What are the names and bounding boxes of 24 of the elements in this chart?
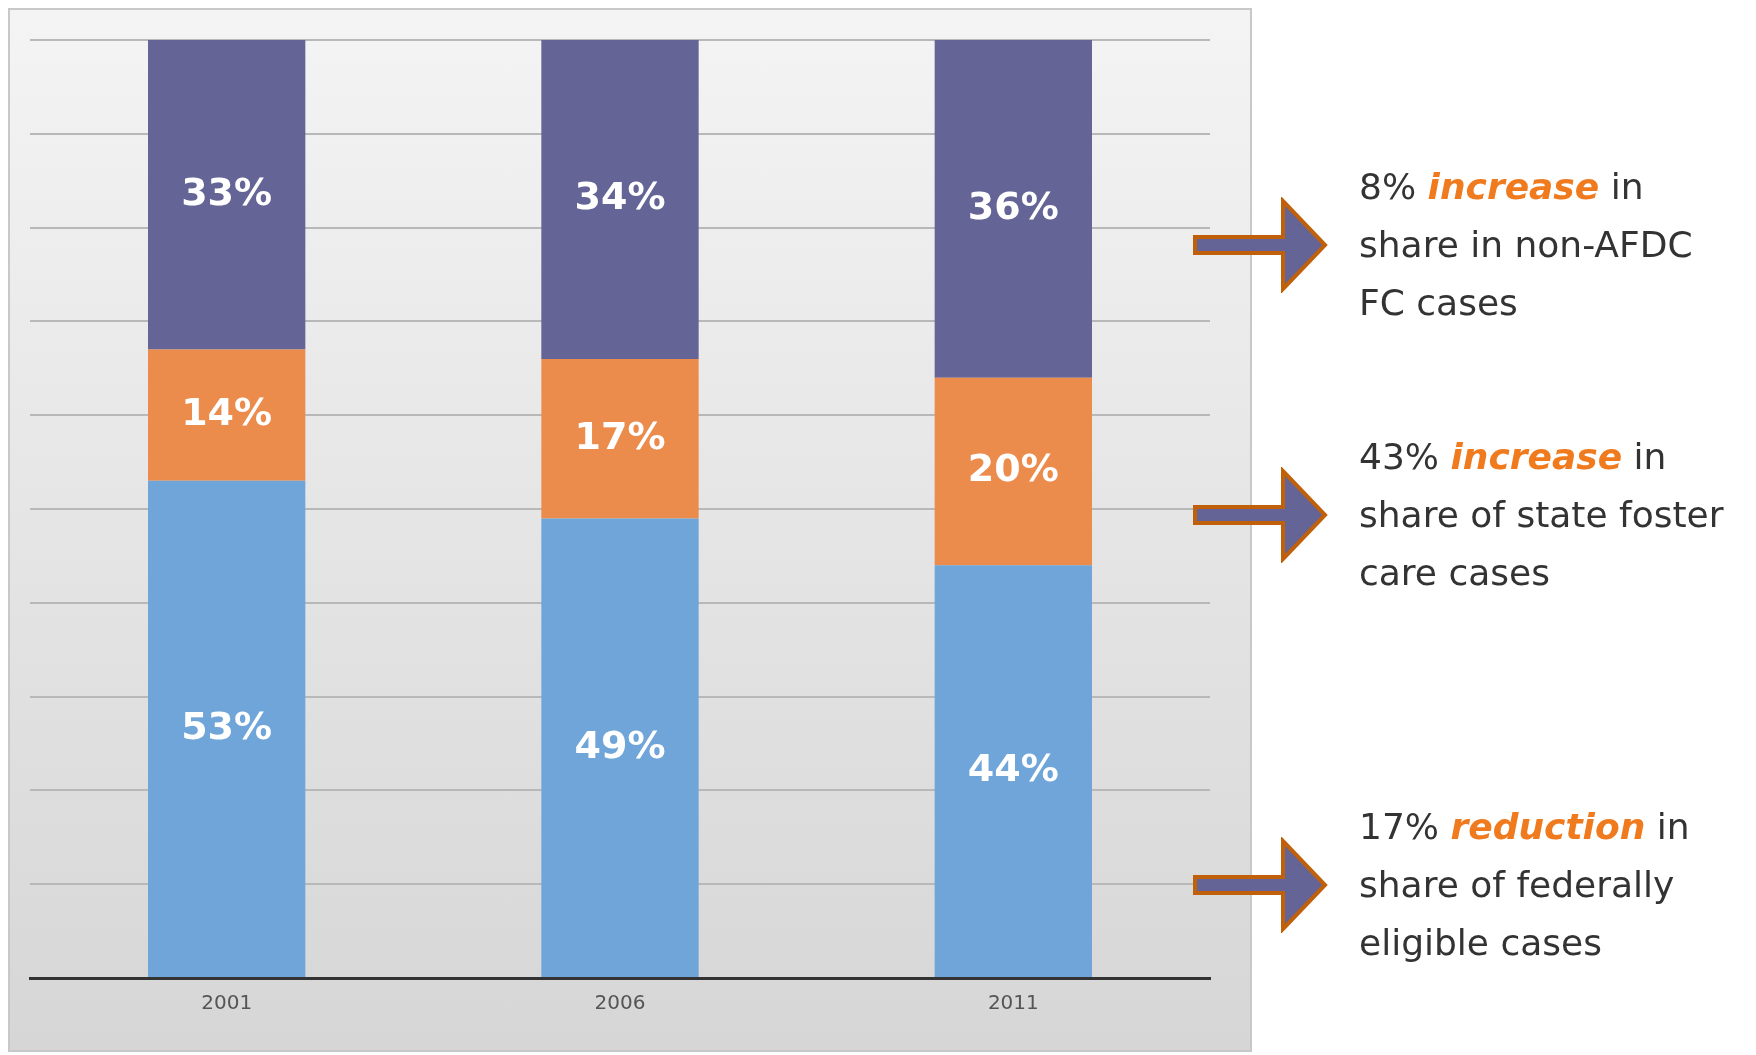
- bar: [148, 480, 306, 977]
- data-label: 17%: [574, 413, 666, 458]
- text: 8% increase in share in non-AFDC FC cases: [1359, 166, 1693, 323]
- data-label: 44%: [967, 746, 1059, 791]
- data-label: 36%: [967, 183, 1059, 228]
- data-label: 20%: [967, 446, 1059, 491]
- x-tick-label: 2006: [594, 990, 646, 1015]
- text: 43% increase in share of state foster care cases: [1359, 436, 1724, 593]
- data-label: 34%: [574, 174, 666, 219]
- data-label: 49%: [574, 722, 666, 767]
- x-tick-label: 2011: [987, 990, 1039, 1015]
- text: 17% reduction in share of federally eligible cases: [1359, 806, 1690, 963]
- bar: [541, 358, 699, 519]
- bar: [934, 565, 1092, 977]
- bar: [541, 518, 699, 977]
- bar: [934, 40, 1092, 378]
- bar: [148, 349, 306, 481]
- x-tick-label: 2001: [201, 990, 253, 1015]
- data-label: 53%: [181, 703, 273, 748]
- bar: [934, 377, 1092, 566]
- data-label: 33%: [181, 169, 273, 214]
- bar: [541, 40, 699, 359]
- data-label: 14%: [181, 390, 273, 435]
- bar: [148, 40, 306, 350]
